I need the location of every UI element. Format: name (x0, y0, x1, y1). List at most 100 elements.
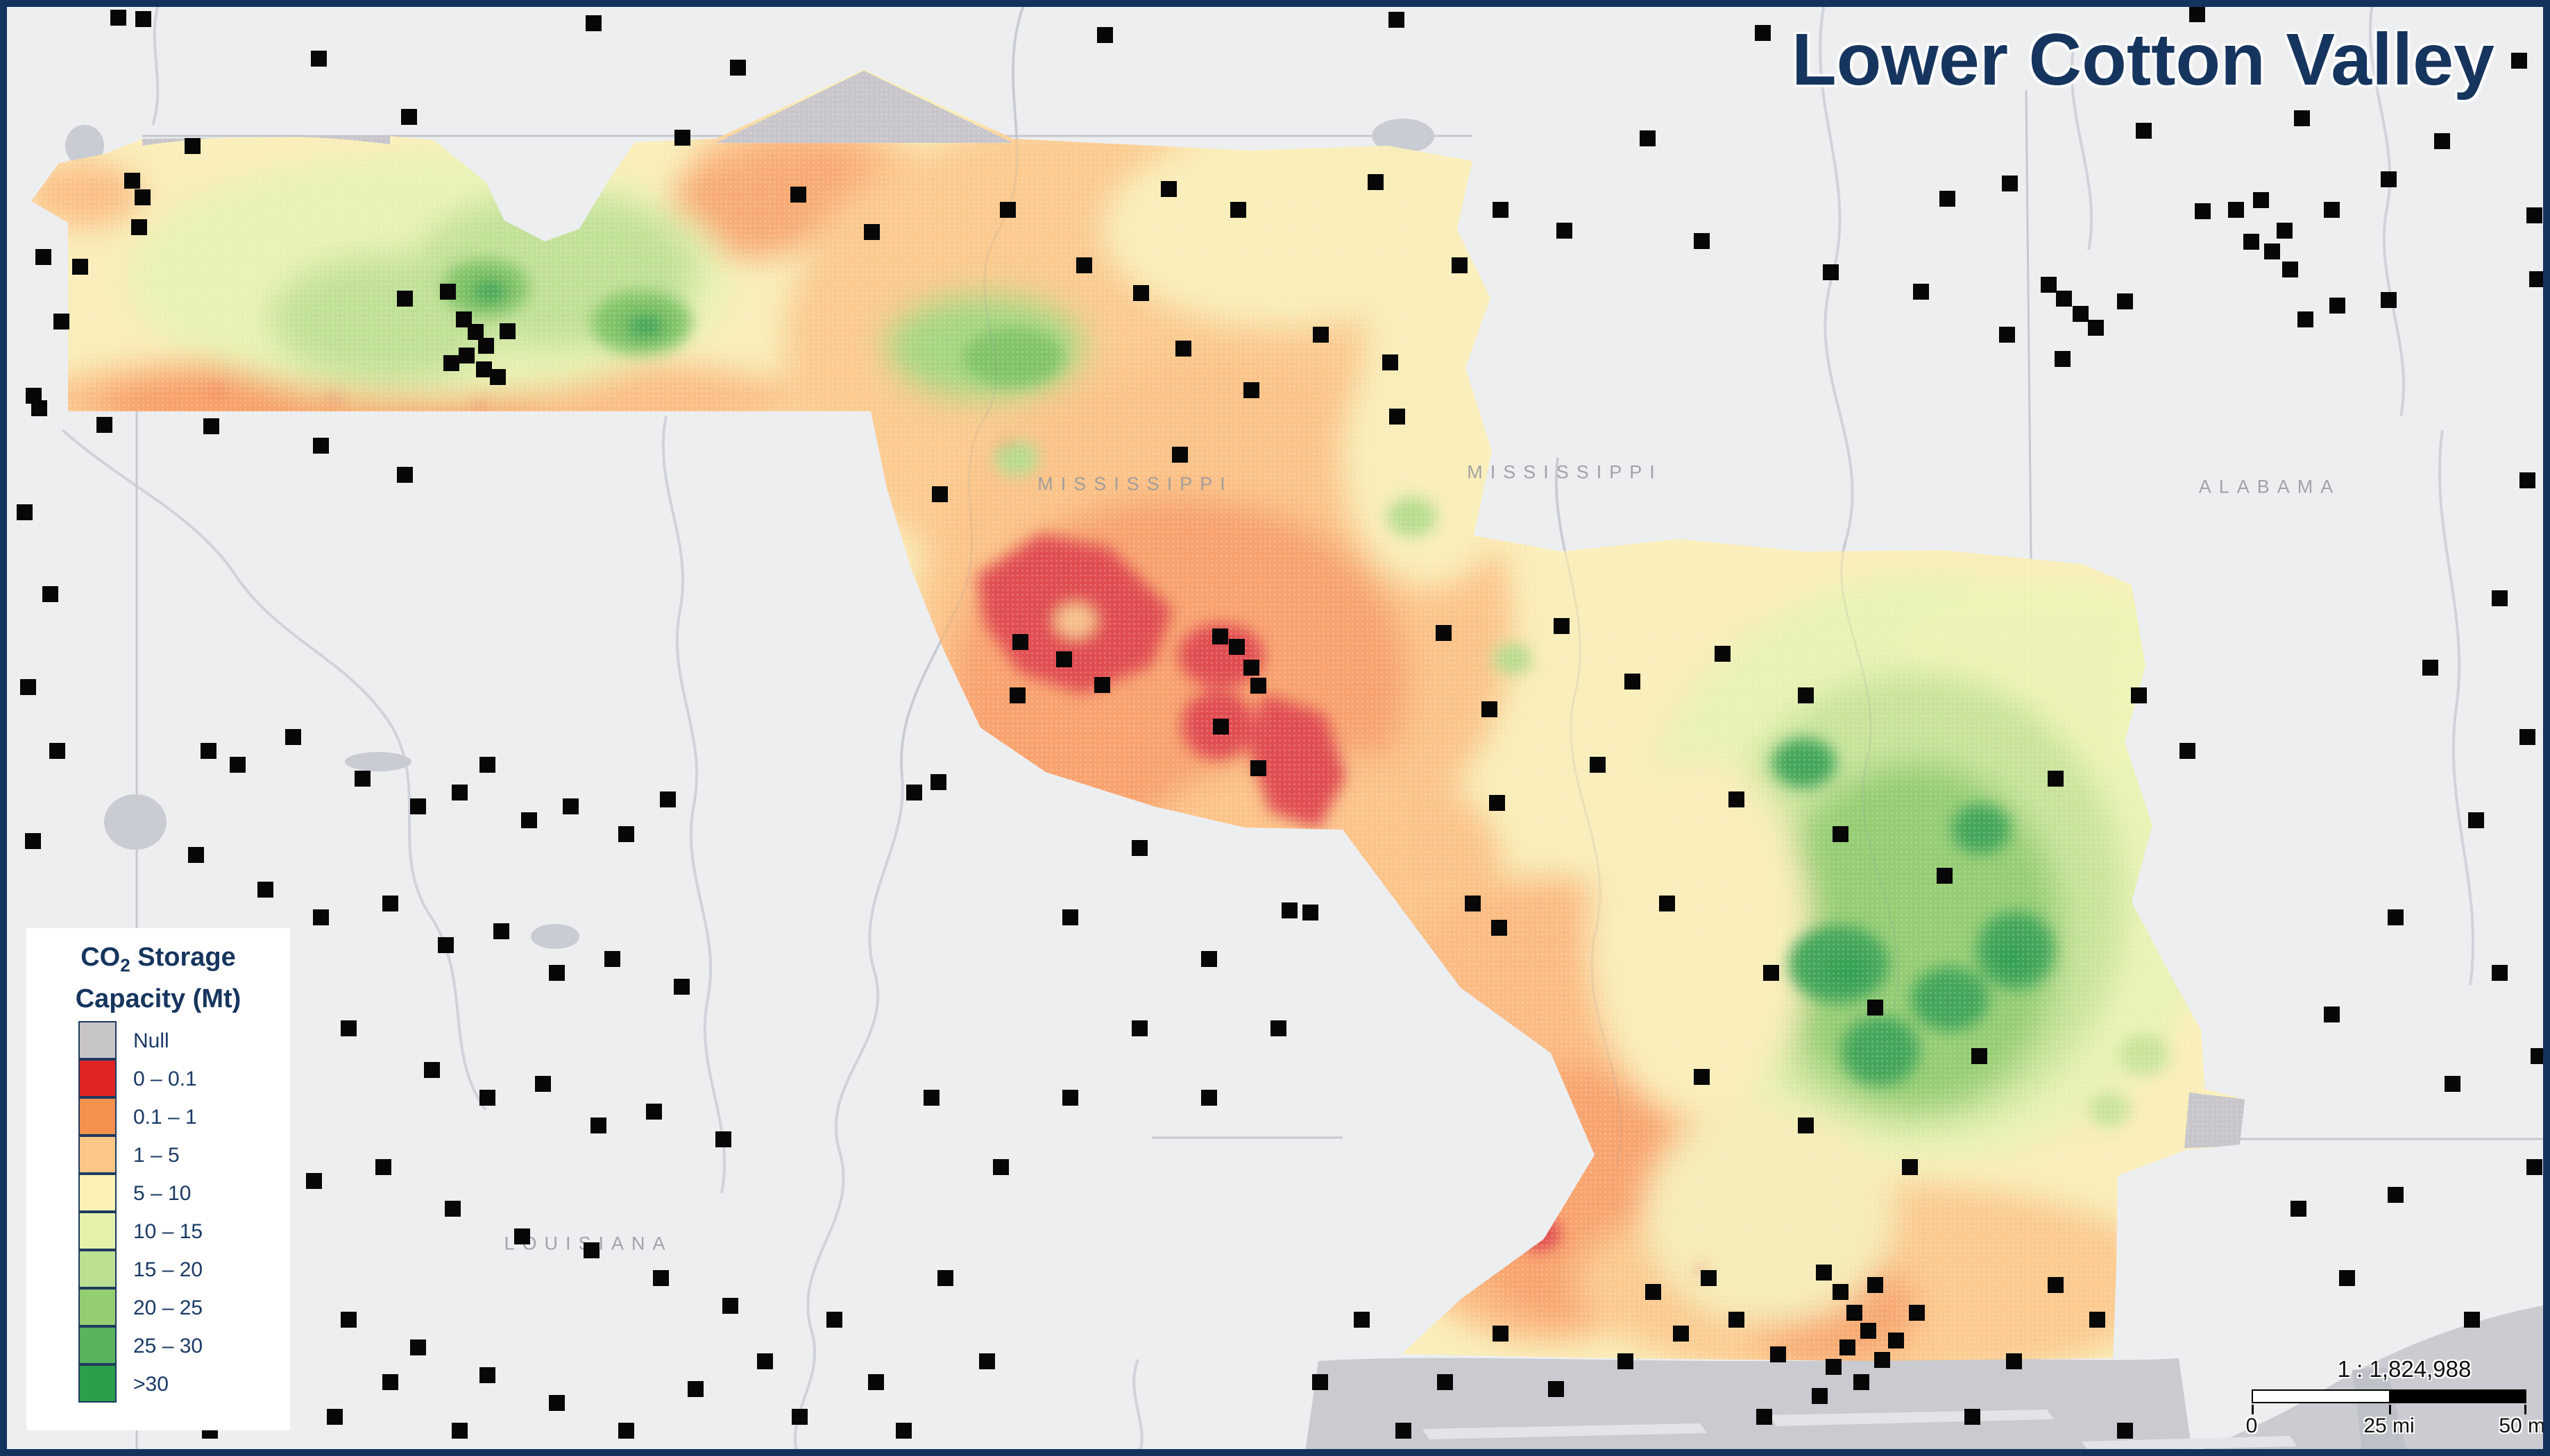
well-marker[interactable] (257, 882, 273, 898)
well-marker[interactable] (1056, 651, 1072, 667)
well-marker[interactable] (2195, 203, 2211, 219)
well-marker[interactable] (979, 1353, 995, 1369)
well-marker[interactable] (500, 323, 516, 339)
well-marker[interactable] (2056, 291, 2072, 307)
well-marker[interactable] (459, 348, 475, 363)
well-marker[interactable] (1389, 409, 1405, 425)
well-marker[interactable] (1999, 327, 2015, 343)
well-marker[interactable] (2381, 171, 2397, 187)
well-marker[interactable] (2464, 1312, 2480, 1328)
well-marker[interactable] (17, 504, 33, 520)
well-marker[interactable] (2041, 277, 2057, 293)
well-marker[interactable] (1132, 1020, 1148, 1036)
well-marker[interactable] (1062, 909, 1078, 925)
well-marker[interactable] (2324, 1007, 2340, 1022)
well-marker[interactable] (2526, 1159, 2542, 1175)
well-marker[interactable] (1798, 1117, 1814, 1133)
well-marker[interactable] (2290, 1201, 2306, 1217)
well-marker[interactable] (792, 1409, 808, 1425)
well-marker[interactable] (1270, 1020, 1286, 1036)
well-marker[interactable] (2277, 223, 2293, 239)
well-marker[interactable] (563, 798, 579, 814)
well-marker[interactable] (313, 909, 329, 925)
well-marker[interactable] (2253, 192, 2269, 208)
well-marker[interactable] (2179, 743, 2195, 759)
well-marker[interactable] (306, 1173, 322, 1189)
well-marker[interactable] (722, 1298, 738, 1314)
well-marker[interactable] (2294, 110, 2310, 126)
well-marker[interactable] (1548, 1381, 1564, 1397)
well-marker[interactable] (96, 417, 112, 433)
well-marker[interactable] (135, 11, 151, 27)
well-marker[interactable] (1659, 896, 1675, 911)
well-marker[interactable] (1673, 1326, 1689, 1342)
well-marker[interactable] (230, 757, 246, 773)
well-marker[interactable] (1756, 1409, 1772, 1425)
well-marker[interactable] (1867, 1000, 1883, 1016)
well-marker[interactable] (401, 109, 417, 125)
well-marker[interactable] (1250, 760, 1266, 776)
well-marker[interactable] (2434, 133, 2450, 149)
well-marker[interactable] (1701, 1270, 1717, 1286)
well-marker[interactable] (868, 1374, 884, 1390)
well-marker[interactable] (1212, 628, 1228, 644)
well-marker[interactable] (2445, 1076, 2460, 1092)
well-marker[interactable] (2136, 123, 2152, 139)
well-marker[interactable] (906, 785, 922, 800)
well-marker[interactable] (327, 1409, 343, 1425)
well-marker[interactable] (2339, 1270, 2355, 1286)
well-marker[interactable] (1715, 646, 1731, 662)
well-marker[interactable] (1874, 1352, 1890, 1368)
well-marker[interactable] (2243, 234, 2259, 250)
well-marker[interactable] (514, 1228, 530, 1244)
well-marker[interactable] (1076, 257, 1092, 273)
well-marker[interactable] (25, 833, 41, 849)
well-marker[interactable] (521, 812, 537, 828)
well-marker[interactable] (110, 10, 126, 26)
well-marker[interactable] (2388, 1187, 2404, 1203)
well-marker[interactable] (2282, 262, 2298, 277)
well-marker[interactable] (382, 896, 398, 911)
well-marker[interactable] (2519, 472, 2535, 488)
well-marker[interactable] (757, 1353, 773, 1369)
well-marker[interactable] (185, 138, 201, 154)
well-marker[interactable] (1645, 1284, 1661, 1300)
well-marker[interactable] (468, 324, 484, 340)
well-marker[interactable] (730, 60, 746, 76)
well-marker[interactable] (397, 291, 413, 307)
well-marker[interactable] (1826, 1359, 1842, 1375)
well-marker[interactable] (896, 1423, 912, 1439)
well-marker[interactable] (53, 314, 69, 329)
well-marker[interactable] (1097, 27, 1113, 43)
well-marker[interactable] (440, 284, 456, 300)
well-marker[interactable] (586, 15, 602, 31)
well-marker[interactable] (20, 679, 36, 695)
well-marker[interactable] (674, 130, 690, 146)
well-marker[interactable] (1313, 327, 1329, 343)
well-marker[interactable] (2002, 175, 2018, 191)
well-marker[interactable] (2511, 53, 2527, 69)
well-marker[interactable] (2388, 909, 2404, 925)
well-marker[interactable] (1354, 1312, 1370, 1328)
well-marker[interactable] (2048, 1277, 2064, 1293)
well-marker[interactable] (2492, 965, 2508, 981)
well-marker[interactable] (1888, 1333, 1904, 1348)
well-marker[interactable] (1161, 181, 1177, 197)
well-marker[interactable] (313, 438, 329, 454)
well-marker[interactable] (1694, 1069, 1710, 1085)
well-marker[interactable] (26, 388, 42, 404)
well-marker[interactable] (1493, 202, 1508, 218)
well-marker[interactable] (1395, 1423, 1411, 1439)
well-marker[interactable] (438, 937, 454, 953)
well-marker[interactable] (1133, 285, 1149, 301)
well-marker[interactable] (924, 1090, 940, 1106)
well-marker[interactable] (1010, 687, 1026, 703)
well-marker[interactable] (1465, 896, 1481, 911)
well-marker[interactable] (2073, 306, 2089, 322)
well-marker[interactable] (2055, 351, 2071, 367)
well-marker[interactable] (590, 1117, 606, 1133)
well-marker[interactable] (479, 1090, 495, 1106)
well-marker[interactable] (2468, 812, 2484, 828)
well-marker[interactable] (1201, 951, 1217, 967)
